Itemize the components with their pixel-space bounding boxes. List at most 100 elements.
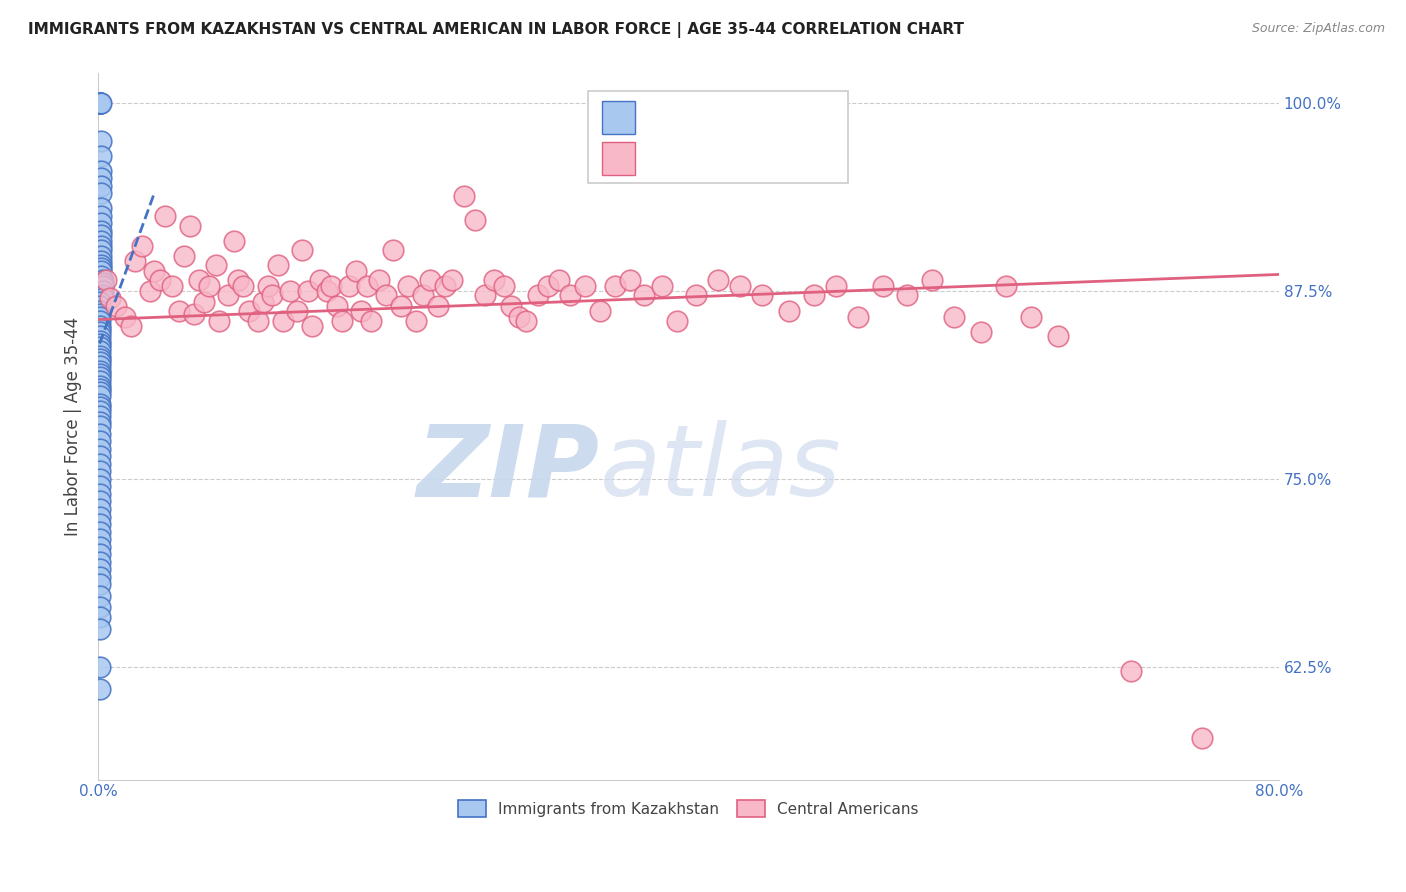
Point <box>89 409 111 423</box>
Point <box>89 426 111 441</box>
Point <box>89 299 111 313</box>
Point <box>257 279 280 293</box>
Point <box>291 244 314 258</box>
Point <box>89 303 111 318</box>
Point <box>441 273 464 287</box>
Point <box>382 244 405 258</box>
Point <box>1046 329 1069 343</box>
Point <box>91 277 114 291</box>
Point <box>589 303 612 318</box>
Point <box>330 314 353 328</box>
Point <box>308 273 330 287</box>
Point <box>89 369 111 384</box>
Point <box>89 660 111 674</box>
Point <box>651 279 673 293</box>
Point <box>89 359 111 373</box>
Point <box>143 264 166 278</box>
Point <box>90 259 112 273</box>
Point <box>89 532 111 546</box>
Point <box>114 310 136 324</box>
Point <box>89 96 111 111</box>
Point <box>94 273 117 287</box>
Point <box>90 224 112 238</box>
Point <box>89 622 111 636</box>
Point <box>262 288 284 302</box>
Point <box>350 303 373 318</box>
Point <box>89 479 111 493</box>
Point <box>89 589 111 603</box>
Point <box>89 384 111 399</box>
Point <box>131 239 153 253</box>
Point <box>619 273 641 287</box>
Point <box>494 279 516 293</box>
Point <box>267 259 290 273</box>
Point <box>89 389 111 403</box>
Point <box>89 340 111 354</box>
Point <box>90 268 112 283</box>
Point <box>89 404 111 418</box>
Point <box>89 378 111 392</box>
Point <box>89 318 111 333</box>
Text: atlas: atlas <box>600 420 842 517</box>
Point <box>89 349 111 363</box>
Point <box>846 310 869 324</box>
Point <box>346 264 368 278</box>
Point <box>515 314 537 328</box>
Point <box>803 288 825 302</box>
Point <box>179 219 201 234</box>
Y-axis label: In Labor Force | Age 35-44: In Labor Force | Age 35-44 <box>65 317 82 536</box>
Point <box>91 288 114 302</box>
Point <box>89 457 111 471</box>
Point <box>89 682 111 697</box>
Point <box>124 254 146 268</box>
Text: R = 0.210   N = 91: R = 0.210 N = 91 <box>650 109 820 127</box>
Point <box>453 189 475 203</box>
Point <box>301 318 323 333</box>
Point <box>90 239 112 253</box>
Point <box>90 254 112 268</box>
Point <box>90 264 112 278</box>
Point <box>90 134 112 148</box>
Point <box>104 299 127 313</box>
Point <box>90 186 112 201</box>
Point <box>89 540 111 554</box>
Point <box>160 279 183 293</box>
Point <box>120 318 142 333</box>
Point <box>89 400 111 414</box>
Point <box>90 163 112 178</box>
Point <box>89 351 111 366</box>
Point <box>970 325 993 339</box>
Point <box>252 294 274 309</box>
Point <box>89 96 111 111</box>
Point <box>89 509 111 524</box>
Point <box>91 273 114 287</box>
Point <box>751 288 773 302</box>
Point <box>665 314 688 328</box>
Point <box>537 279 560 293</box>
Point <box>208 314 231 328</box>
Point <box>89 577 111 591</box>
Point <box>89 354 111 368</box>
Point <box>685 288 707 302</box>
Point <box>412 288 434 302</box>
Point <box>434 279 457 293</box>
Point <box>921 273 943 287</box>
Point <box>896 288 918 302</box>
Point <box>90 244 112 258</box>
Point <box>193 294 215 309</box>
Point <box>89 555 111 569</box>
Point <box>271 314 294 328</box>
Point <box>90 178 112 193</box>
Point <box>89 419 111 434</box>
Point <box>90 249 112 263</box>
Legend: Immigrants from Kazakhstan, Central Americans: Immigrants from Kazakhstan, Central Amer… <box>451 792 927 825</box>
Point <box>139 284 162 298</box>
Point <box>187 273 209 287</box>
Point <box>89 96 111 111</box>
Point <box>90 149 112 163</box>
Point <box>297 284 319 298</box>
Point <box>501 299 523 313</box>
Point <box>153 209 176 223</box>
Point <box>337 279 360 293</box>
Point <box>728 279 751 293</box>
